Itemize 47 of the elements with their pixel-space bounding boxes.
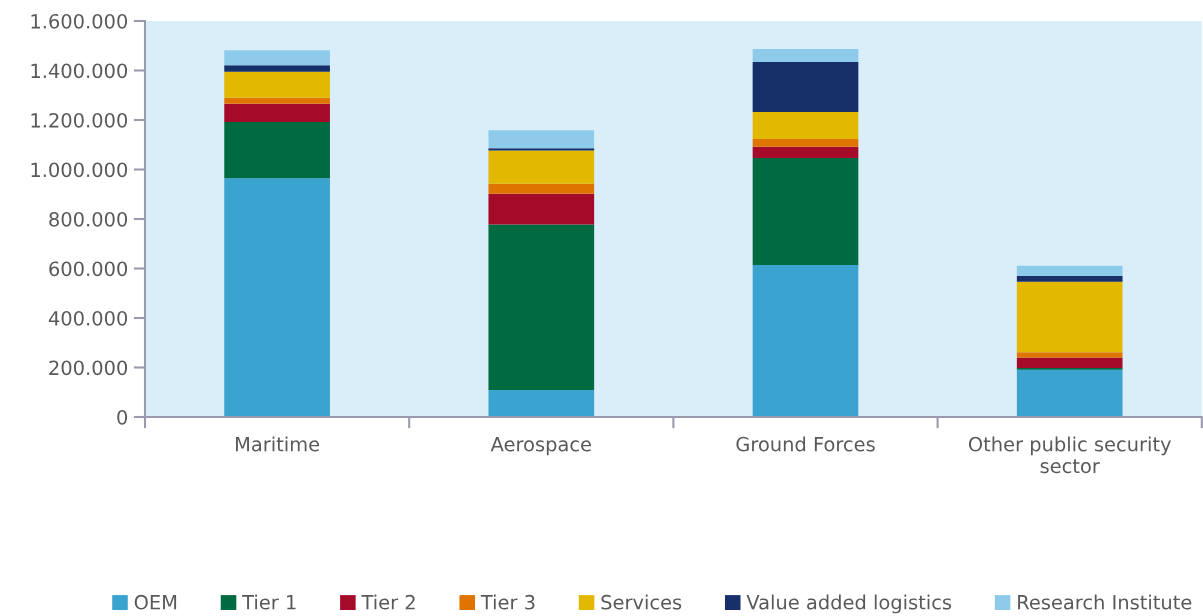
- bar: [488, 193, 595, 225]
- y-tick-label: 600.000: [49, 261, 128, 277]
- x-tick-label: Aerospace: [490, 437, 591, 456]
- legend-label: Value added logistics: [746, 594, 952, 614]
- bar: [752, 139, 859, 147]
- bar: [224, 178, 330, 417]
- bar: [752, 158, 859, 266]
- bar: [224, 50, 330, 66]
- y-tick-label: 800.000: [49, 211, 128, 227]
- y-tick-label: 1.000.000: [31, 162, 128, 178]
- legend-label: Research Institute: [1018, 594, 1192, 610]
- bar: [1016, 352, 1123, 358]
- bar: [224, 97, 330, 104]
- bar: [224, 121, 330, 179]
- bar: [488, 224, 595, 391]
- y-tick-label: 0: [117, 409, 128, 425]
- bar: [1016, 369, 1123, 417]
- bar: [224, 71, 330, 98]
- y-tick-label: 1.600.000: [31, 13, 128, 29]
- bar: [224, 65, 330, 72]
- y-tick-label: 400.000: [48, 310, 128, 326]
- bar: [752, 112, 859, 140]
- legend-label: Tier 3: [480, 594, 535, 610]
- bar: [752, 48, 859, 63]
- bar: [488, 148, 595, 151]
- bar: [1016, 357, 1123, 368]
- x-tick-label: Ground Forces: [736, 436, 875, 452]
- bar: [1016, 265, 1123, 276]
- x-tick-label: Maritime: [236, 436, 320, 452]
- bar: [752, 265, 859, 417]
- legend-label: Tier 1: [242, 594, 296, 610]
- x-tick-label: Other public security sector: [968, 436, 1171, 474]
- y-tick-label: 1.200.000: [31, 112, 128, 128]
- bar: [488, 150, 595, 184]
- bar: [224, 103, 330, 122]
- bar: [752, 146, 859, 159]
- y-tick-label: 1.400.000: [31, 63, 128, 79]
- bar: [1016, 281, 1123, 353]
- bar: [488, 183, 595, 194]
- bar: [488, 390, 595, 417]
- bar: [1016, 275, 1123, 282]
- legend-label: Services: [601, 594, 682, 610]
- bar: [752, 62, 859, 113]
- legend-label: Tier 2: [361, 594, 415, 610]
- bar: [488, 130, 595, 149]
- y-tick-label: 200.000: [49, 360, 128, 376]
- legend-label: OEM: [134, 594, 177, 610]
